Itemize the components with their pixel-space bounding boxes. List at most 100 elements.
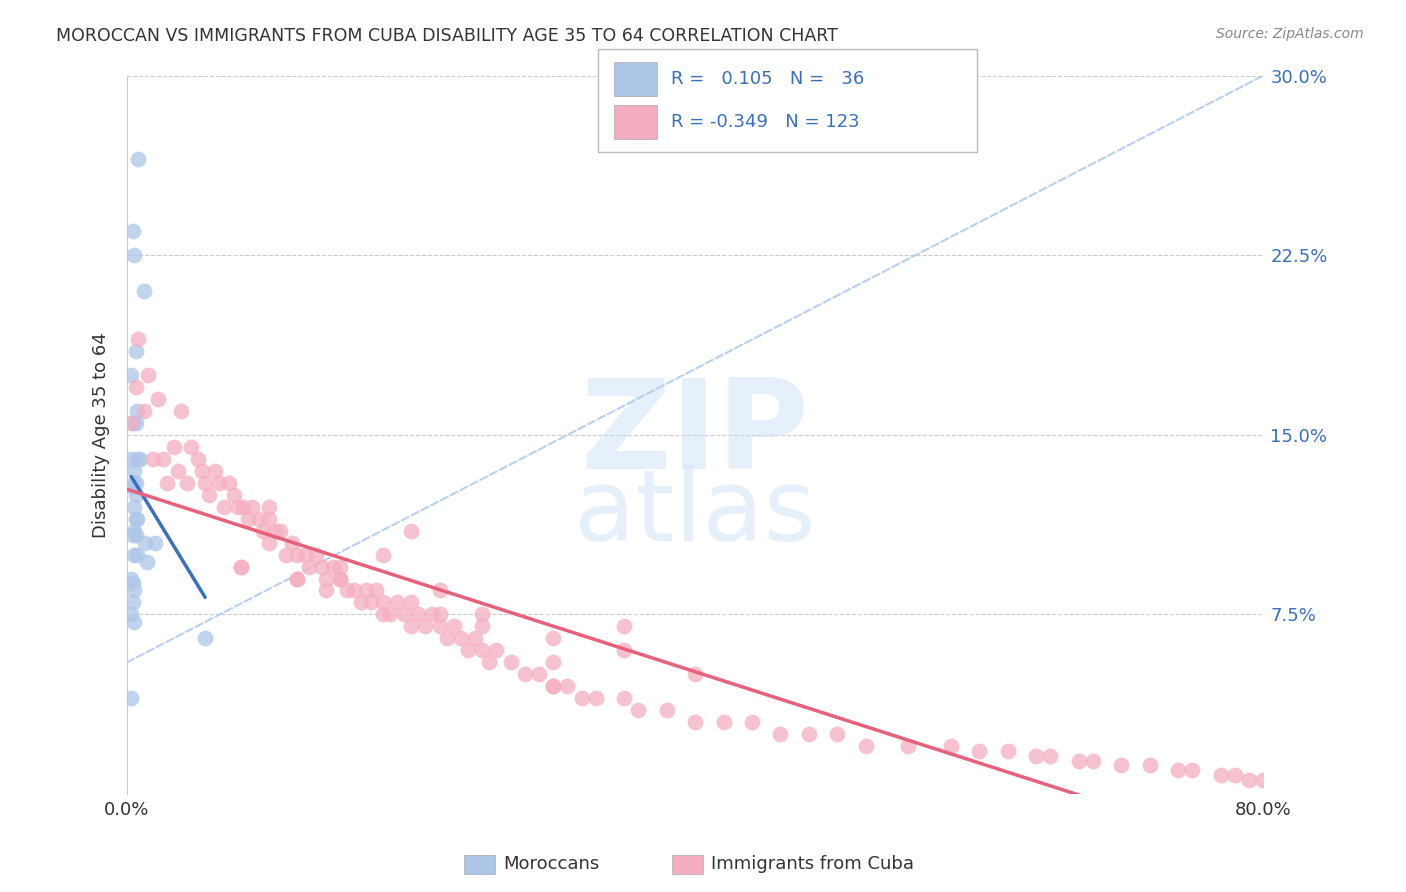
Point	[156, 475, 179, 490]
Point	[450, 632, 472, 646]
Point	[527, 667, 550, 681]
Point	[939, 739, 962, 754]
Point	[163, 440, 186, 454]
Point	[122, 248, 145, 262]
Point	[997, 744, 1019, 758]
Point	[236, 511, 259, 525]
Point	[124, 475, 146, 490]
Point	[121, 481, 143, 495]
Point	[180, 440, 202, 454]
Text: Immigrants from Cuba: Immigrants from Cuba	[711, 855, 914, 873]
Point	[429, 583, 451, 598]
Point	[263, 524, 285, 538]
Point	[378, 607, 401, 622]
Point	[127, 332, 149, 346]
Point	[1209, 768, 1232, 782]
Point	[683, 715, 706, 730]
Point	[124, 380, 146, 394]
Text: R =   0.105   N =   36: R = 0.105 N = 36	[671, 70, 863, 88]
Point	[128, 451, 150, 466]
Point	[125, 451, 148, 466]
Point	[122, 548, 145, 562]
Point	[499, 656, 522, 670]
Point	[176, 475, 198, 490]
Point	[471, 607, 494, 622]
Point	[443, 619, 465, 633]
Point	[585, 691, 607, 706]
Point	[229, 559, 252, 574]
Point	[120, 572, 142, 586]
Point	[212, 500, 235, 514]
Point	[613, 619, 636, 633]
Point	[121, 528, 143, 542]
Point	[125, 548, 148, 562]
Point	[198, 488, 221, 502]
Point	[1253, 772, 1275, 787]
Point	[145, 535, 167, 549]
Point	[797, 727, 820, 741]
Point	[541, 679, 564, 693]
Point	[825, 727, 848, 741]
Point	[360, 595, 382, 609]
Point	[1039, 748, 1062, 763]
Point	[436, 632, 458, 646]
Point	[218, 475, 240, 490]
Point	[457, 643, 479, 657]
Point	[513, 667, 536, 681]
Point	[122, 500, 145, 514]
Point	[204, 464, 226, 478]
Point	[429, 607, 451, 622]
Point	[274, 548, 297, 562]
Point	[124, 511, 146, 525]
Point	[121, 224, 143, 238]
Point	[122, 524, 145, 538]
Point	[232, 500, 254, 514]
Point	[422, 607, 444, 622]
Point	[329, 572, 352, 586]
Point	[121, 416, 143, 430]
Point	[269, 524, 291, 538]
Point	[311, 559, 333, 574]
Point	[294, 548, 316, 562]
Point	[655, 703, 678, 717]
Point	[124, 488, 146, 502]
Text: Source: ZipAtlas.com: Source: ZipAtlas.com	[1216, 27, 1364, 41]
Point	[713, 715, 735, 730]
Point	[125, 404, 148, 418]
Point	[571, 691, 593, 706]
Point	[120, 691, 142, 706]
Point	[226, 500, 249, 514]
Point	[170, 404, 193, 418]
Point	[134, 535, 156, 549]
Text: Moroccans: Moroccans	[503, 855, 599, 873]
Point	[855, 739, 877, 754]
Point	[152, 451, 174, 466]
Point	[1025, 748, 1047, 763]
Point	[1139, 758, 1161, 772]
Point	[148, 392, 170, 406]
Point	[371, 595, 394, 609]
Point	[222, 488, 245, 502]
Point	[336, 583, 359, 598]
Point	[371, 607, 394, 622]
Point	[208, 475, 231, 490]
Point	[240, 500, 263, 514]
Point	[305, 548, 328, 562]
Point	[194, 475, 217, 490]
Point	[132, 284, 155, 298]
Text: ZIP: ZIP	[581, 375, 810, 495]
Point	[315, 572, 337, 586]
Point	[613, 643, 636, 657]
Point	[142, 451, 165, 466]
Text: atlas: atlas	[575, 466, 815, 562]
Point	[364, 583, 387, 598]
Point	[471, 643, 494, 657]
Point	[485, 643, 508, 657]
Point	[399, 595, 422, 609]
Point	[399, 524, 422, 538]
Point	[413, 619, 436, 633]
Point	[132, 404, 155, 418]
Point	[229, 559, 252, 574]
Point	[406, 607, 429, 622]
Point	[1167, 763, 1189, 777]
